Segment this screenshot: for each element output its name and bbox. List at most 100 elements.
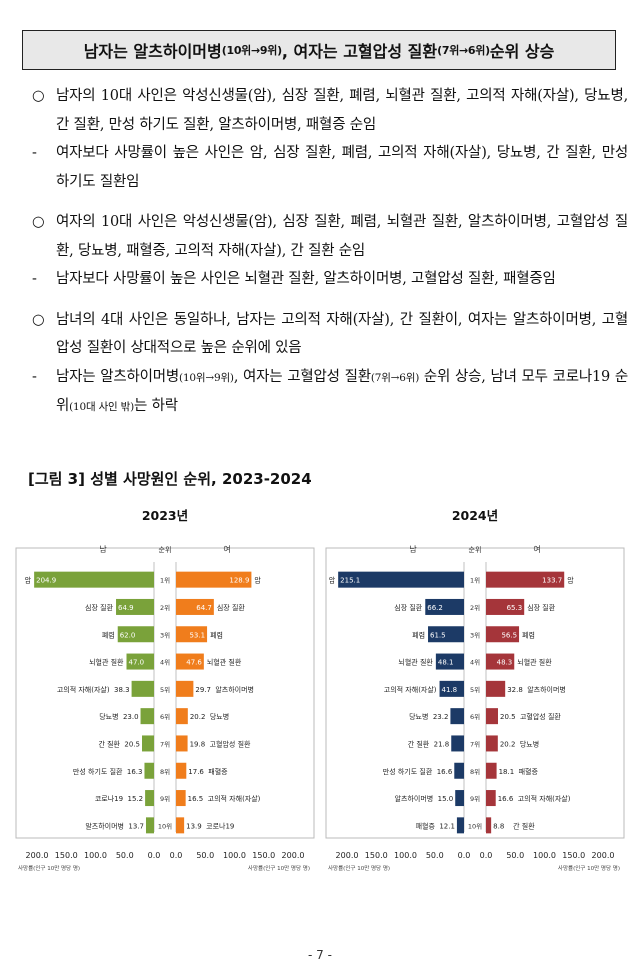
value-female: 16.5	[188, 795, 204, 803]
bar-female	[486, 598, 525, 615]
chart-title: 2023년	[142, 508, 188, 523]
bar-female	[176, 680, 194, 697]
cause-male: 암	[25, 577, 32, 585]
tick-label-female: 200.0	[592, 851, 615, 860]
cause-female: 뇌혈관 질환	[207, 658, 242, 667]
bar-female	[176, 571, 252, 588]
cause-male: 심장 질환	[85, 603, 114, 612]
headline-box: 남자는 알츠하이머병 (10위→9위), 여자는 고혈압성 질환 (7위→6위) 순…	[22, 30, 616, 70]
rank-label: 7위	[160, 740, 170, 748]
headline-lead: 남자는 알츠하이머병	[83, 42, 222, 61]
bar-male	[140, 708, 154, 725]
header-rank: 순위	[159, 546, 172, 554]
value-female: 32.8	[507, 686, 523, 694]
rank-label: 6위	[470, 713, 480, 721]
rank-change-c: 순위 상승, 남녀 모두 코로나19 순위	[56, 368, 628, 415]
tick-label-female: 50.0	[196, 851, 214, 860]
header-female: 여	[223, 544, 230, 554]
value-male: 61.5	[430, 631, 446, 639]
bar-male	[116, 598, 154, 615]
rank-label: 4위	[160, 659, 170, 667]
headline-tail: 순위 상승	[489, 42, 555, 61]
bar-female	[486, 762, 497, 779]
rank-label: 2위	[470, 604, 480, 612]
header-male: 남	[99, 545, 107, 554]
value-male: 23.2	[433, 713, 449, 721]
rank-label: 8위	[160, 768, 170, 776]
cause-female: 심장 질환	[527, 603, 556, 612]
tick-label-female: 200.0	[282, 851, 305, 860]
cause-female: 고의적 자해(자살)	[518, 794, 571, 803]
value-female: 20.5	[500, 713, 516, 721]
paragraph-male-higher: - 여자보다 사망률이 높은 사인은 암, 심장 질환, 폐렴, 고의적 자해(…	[32, 139, 628, 196]
bar-female	[486, 817, 492, 834]
rank-change-d: 는 하락	[134, 398, 178, 414]
cause-male: 당뇨병	[99, 712, 118, 721]
bar-female	[486, 735, 498, 752]
cause-female: 암	[254, 577, 261, 585]
value-male: 66.2	[427, 604, 443, 612]
rank-label: 3위	[160, 631, 170, 639]
bar-female	[176, 817, 185, 834]
value-female: 20.2	[500, 740, 516, 748]
bar-male	[435, 653, 464, 670]
cause-male: 간 질환	[98, 739, 120, 748]
cause-male: 만성 하기도 질환	[73, 767, 123, 776]
tick-label-male: 100.0	[394, 851, 417, 860]
value-male: 12.1	[439, 822, 455, 830]
paragraph-text: 남자보다 사망률이 높은 사인은 뇌혈관 질환, 알츠하이머병, 고혈압성 질환…	[56, 271, 556, 287]
tick-label-female: 0.0	[480, 851, 493, 860]
chart-frame	[15, 547, 315, 839]
rank-label: 5위	[470, 686, 480, 694]
cause-male: 만성 하기도 질환	[383, 767, 433, 776]
value-female: 65.3	[507, 604, 523, 612]
rank-change-b-note: (7위→6위)	[370, 371, 420, 384]
value-female: 47.6	[186, 659, 202, 667]
unit-label-female: 사망률(인구 10만 명당 명)	[248, 864, 310, 872]
bullet-dash: -	[32, 271, 37, 287]
bullet-circle: ○	[32, 311, 45, 328]
cause-female: 심장 질환	[217, 603, 246, 612]
bar-female	[486, 790, 496, 807]
cause-female: 뇌혈관 질환	[517, 658, 552, 667]
paragraph-female-causes: ○ 여자의 10대 사인은 악성신생물(암), 심장 질환, 폐렴, 뇌혈관 질…	[32, 208, 628, 265]
rank-label: 10위	[158, 822, 172, 830]
cause-male: 코로나19	[95, 794, 123, 803]
figure-title: [그림 3] 성별 사망원인 순위, 2023-2024	[28, 470, 312, 488]
unit-label-male: 사망률(인구 10만 명당 명)	[18, 864, 80, 872]
cause-male: 알츠하이머병	[85, 821, 124, 830]
unit-label-male: 사망률(인구 10만 명당 명)	[328, 864, 390, 872]
rank-label: 1위	[160, 577, 170, 585]
tick-label-male: 50.0	[116, 851, 134, 860]
cause-female: 암	[567, 577, 574, 585]
tick-label-male: 50.0	[426, 851, 444, 860]
rank-label: 8위	[470, 768, 480, 776]
paragraph-female-higher: - 남자보다 사망률이 높은 사인은 뇌혈관 질환, 알츠하이머병, 고혈압성 …	[32, 265, 628, 294]
cause-male: 고의적 자해(자살)	[384, 685, 437, 694]
bar-female	[176, 653, 204, 670]
cause-male: 알츠하이머병	[395, 794, 434, 803]
cause-female: 폐렴	[522, 630, 535, 639]
rank-label: 5위	[160, 686, 170, 694]
rank-change-c-note: (10대 사인 밖)	[69, 401, 135, 413]
body-text: ○ 남자의 10대 사인은 악성신생물(암), 심장 질환, 폐렴, 뇌혈관 질…	[32, 82, 628, 422]
cause-male: 뇌혈관 질환	[89, 658, 124, 667]
value-female: 16.6	[498, 795, 514, 803]
bullet-circle: ○	[32, 214, 45, 230]
cause-female: 패혈증	[519, 767, 539, 776]
bar-male	[117, 626, 154, 643]
value-female: 29.7	[195, 686, 211, 694]
value-male: 38.3	[114, 686, 130, 694]
tick-label-male: 150.0	[365, 851, 388, 860]
tick-label-female: 100.0	[223, 851, 246, 860]
cause-female: 고혈압성 질환	[210, 739, 251, 748]
bar-male	[131, 680, 154, 697]
cause-female: 알츠하이머병	[527, 685, 566, 694]
rank-label: 9위	[470, 795, 480, 803]
bar-male	[142, 735, 154, 752]
rank-label: 6위	[160, 713, 170, 721]
bar-male	[34, 571, 154, 588]
bar-male	[126, 653, 154, 670]
header-male: 남	[409, 545, 417, 554]
